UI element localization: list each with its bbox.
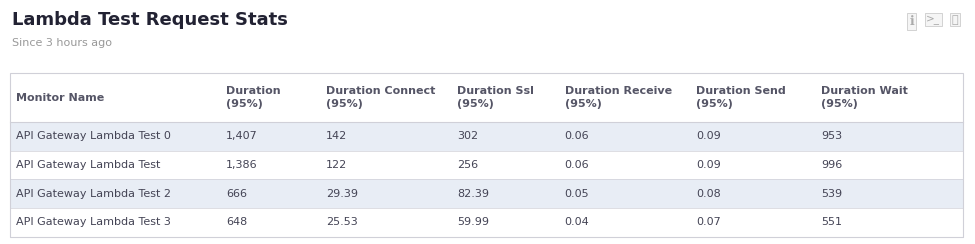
Text: 25.53: 25.53 [326,217,358,227]
Text: Duration Wait
(95%): Duration Wait (95%) [821,86,908,109]
Text: 29.39: 29.39 [326,189,358,199]
Text: Duration Connect
(95%): Duration Connect (95%) [326,86,435,109]
Text: 0.09: 0.09 [696,160,721,170]
Text: Since 3 hours ago: Since 3 hours ago [12,38,112,48]
Text: 666: 666 [226,189,248,199]
Bar [10,208,963,237]
Text: 302: 302 [457,131,479,141]
Text: 1,386: 1,386 [226,160,257,170]
Text: 1,407: 1,407 [226,131,258,141]
Text: ℹ: ℹ [910,15,914,28]
Text: 551: 551 [821,217,842,227]
Text: Monitor Name: Monitor Name [16,93,104,102]
Text: API Gateway Lambda Test 0: API Gateway Lambda Test 0 [16,131,171,141]
Text: 0.08: 0.08 [696,189,721,199]
Text: 0.09: 0.09 [696,131,721,141]
Text: 59.99: 59.99 [457,217,489,227]
Text: 0.06: 0.06 [565,160,589,170]
Text: 648: 648 [226,217,248,227]
Text: 0.05: 0.05 [565,189,589,199]
Bar [10,73,963,122]
Text: 0.06: 0.06 [565,131,589,141]
Text: Duration Receive
(95%): Duration Receive (95%) [565,86,672,109]
Text: Duration Send
(95%): Duration Send (95%) [696,86,786,109]
Bar [10,179,963,208]
Text: 953: 953 [821,131,842,141]
Text: Duration Ssl
(95%): Duration Ssl (95%) [457,86,534,109]
Bar [10,122,963,151]
Text: 82.39: 82.39 [457,189,489,199]
Text: ⤢: ⤢ [952,15,957,25]
Text: API Gateway Lambda Test: API Gateway Lambda Test [16,160,160,170]
Text: 122: 122 [326,160,347,170]
Text: API Gateway Lambda Test 2: API Gateway Lambda Test 2 [16,189,171,199]
Text: Lambda Test Request Stats: Lambda Test Request Stats [12,11,288,29]
Text: Duration
(95%): Duration (95%) [226,86,281,109]
Text: 539: 539 [821,189,842,199]
Text: 256: 256 [457,160,479,170]
Text: 142: 142 [326,131,347,141]
Bar [10,151,963,179]
Text: 996: 996 [821,160,842,170]
Text: 0.04: 0.04 [565,217,589,227]
Bar [10,73,963,237]
Text: >_: >_ [926,15,940,25]
Text: 0.07: 0.07 [696,217,721,227]
Text: API Gateway Lambda Test 3: API Gateway Lambda Test 3 [16,217,171,227]
